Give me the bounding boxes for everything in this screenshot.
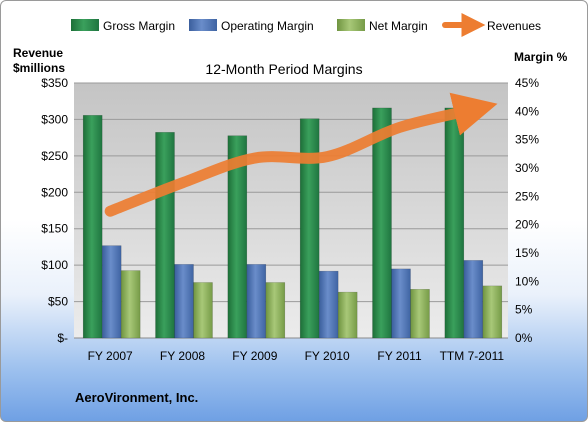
legend-label-gross-margin: Gross Margin bbox=[103, 19, 175, 33]
bar-gross-margin bbox=[227, 135, 248, 339]
left-tick-label: $200 bbox=[41, 185, 68, 199]
category-label: FY 2008 bbox=[160, 349, 205, 363]
bar-net-margin bbox=[193, 282, 213, 339]
legend: Gross Margin Operating Margin Net Margin… bbox=[71, 13, 541, 37]
bar-gross-margin bbox=[372, 107, 392, 339]
bar-net-margin bbox=[120, 270, 141, 339]
right-tick-label: 20% bbox=[515, 218, 539, 232]
revenue-line-layer bbox=[104, 92, 498, 217]
bar-operating-margin bbox=[174, 264, 194, 339]
legend-label-operating-margin: Operating Margin bbox=[221, 19, 314, 33]
category-label: FY 2011 bbox=[377, 349, 422, 363]
left-axis-title-line2: $millions bbox=[13, 61, 65, 75]
category-label: FY 2010 bbox=[305, 349, 350, 363]
bar-net-margin bbox=[265, 282, 286, 339]
left-tick-label: $100 bbox=[41, 258, 68, 272]
left-tick-label: $- bbox=[57, 331, 68, 345]
bar-operating-margin bbox=[391, 268, 411, 339]
right-tick-label: 45% bbox=[515, 76, 539, 90]
legend-label-net-margin: Net Margin bbox=[369, 19, 428, 33]
right-axis-title: Margin % bbox=[514, 50, 568, 64]
left-tick-label: $50 bbox=[48, 295, 68, 309]
bar-gross-margin bbox=[444, 107, 465, 339]
bar-net-margin bbox=[482, 285, 503, 339]
category-axis-labels: FY 2007 FY 2008 FY 2009 FY 2010 FY 2011 TTM 7… bbox=[88, 349, 505, 363]
plot-area bbox=[74, 83, 508, 338]
bar-operating-margin bbox=[246, 264, 267, 339]
legend-swatch-net-margin bbox=[337, 19, 365, 31]
left-tick-label: $300 bbox=[41, 112, 68, 126]
company-name: AeroVironment, Inc. bbox=[75, 390, 198, 405]
right-tick-label: 40% bbox=[515, 104, 539, 118]
category-label: FY 2007 bbox=[88, 349, 133, 363]
left-axis-title-line1: Revenue bbox=[13, 46, 63, 60]
right-tick-label: 35% bbox=[515, 133, 539, 147]
revenue-line bbox=[104, 92, 498, 217]
left-tick-label: $150 bbox=[41, 222, 68, 236]
right-axis-ticks: 0% 5% 10% 15% 20% 25% 30% 35% 40% 45% bbox=[515, 76, 539, 345]
right-tick-label: 10% bbox=[515, 274, 539, 288]
bar-operating-margin bbox=[463, 260, 484, 339]
right-tick-label: 15% bbox=[515, 246, 539, 260]
legend-swatch-operating-margin bbox=[189, 19, 217, 31]
bar-operating-margin bbox=[318, 270, 339, 339]
right-tick-label: 0% bbox=[515, 331, 533, 345]
chart-title: 12-Month Period Margins bbox=[205, 61, 362, 77]
right-tick-label: 30% bbox=[515, 161, 539, 175]
category-label: FY 2009 bbox=[232, 349, 277, 363]
bar-gross-margin bbox=[155, 132, 175, 339]
category-label: TTM 7-2011 bbox=[440, 349, 505, 363]
bar-gross-margin bbox=[299, 118, 320, 339]
right-tick-label: 5% bbox=[515, 303, 533, 317]
left-tick-label: $350 bbox=[41, 76, 68, 90]
bar-net-margin bbox=[337, 291, 358, 339]
bar-net-margin bbox=[410, 289, 430, 339]
bar-operating-margin bbox=[101, 245, 122, 339]
left-tick-label: $250 bbox=[41, 149, 68, 163]
bars-layer bbox=[82, 107, 503, 339]
legend-label-revenues: Revenues bbox=[487, 19, 541, 33]
legend-swatch-gross-margin bbox=[71, 19, 99, 31]
bar-gross-margin bbox=[82, 115, 103, 339]
right-tick-label: 25% bbox=[515, 189, 539, 203]
left-axis-ticks: $- $50 $100 $150 $200 $250 $300 $350 bbox=[41, 76, 68, 345]
